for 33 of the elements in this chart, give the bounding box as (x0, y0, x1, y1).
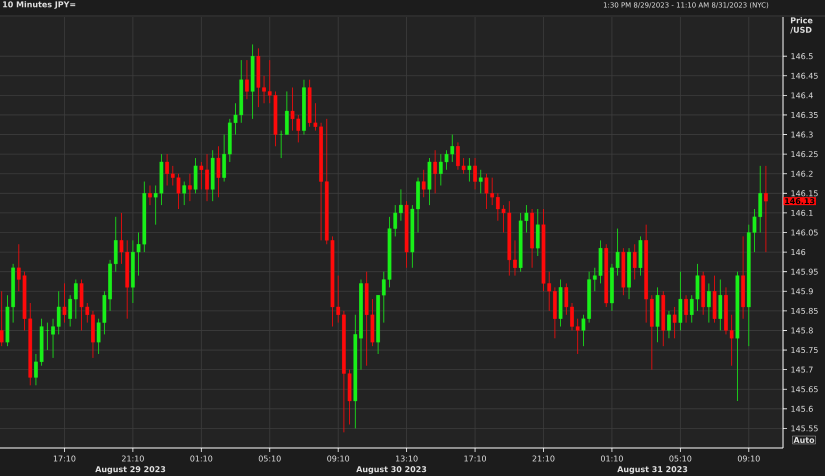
candlestick (62, 283, 66, 324)
candlestick (478, 169, 483, 194)
candlestick (222, 134, 226, 182)
candlestick (433, 150, 437, 194)
candlestick (245, 60, 249, 100)
candlestick (632, 244, 637, 280)
candlestick (707, 283, 711, 324)
candlestick (524, 204, 528, 233)
candlestick (536, 208, 540, 256)
candlestick (672, 306, 677, 339)
candlestick (182, 181, 186, 206)
candlestick (285, 91, 289, 135)
candlestick (74, 279, 78, 320)
candlestick (764, 165, 768, 252)
candlestick (148, 185, 152, 206)
candlestick (96, 318, 101, 354)
candlestick (194, 158, 198, 194)
candlestick (678, 271, 682, 331)
candlestick (165, 154, 169, 186)
candlestick (667, 310, 671, 339)
candlestick (188, 173, 192, 202)
candlestick (473, 158, 477, 190)
candlestick (68, 294, 72, 327)
candlestick (718, 279, 722, 331)
candlestick (399, 189, 403, 222)
candlestick (279, 130, 284, 158)
candlestick (467, 158, 472, 182)
candlestick (45, 322, 50, 350)
candlestick (684, 294, 688, 324)
candlestick (0, 290, 4, 347)
candlestick (216, 146, 220, 198)
candlestick (154, 185, 158, 226)
candlestick (422, 169, 426, 198)
